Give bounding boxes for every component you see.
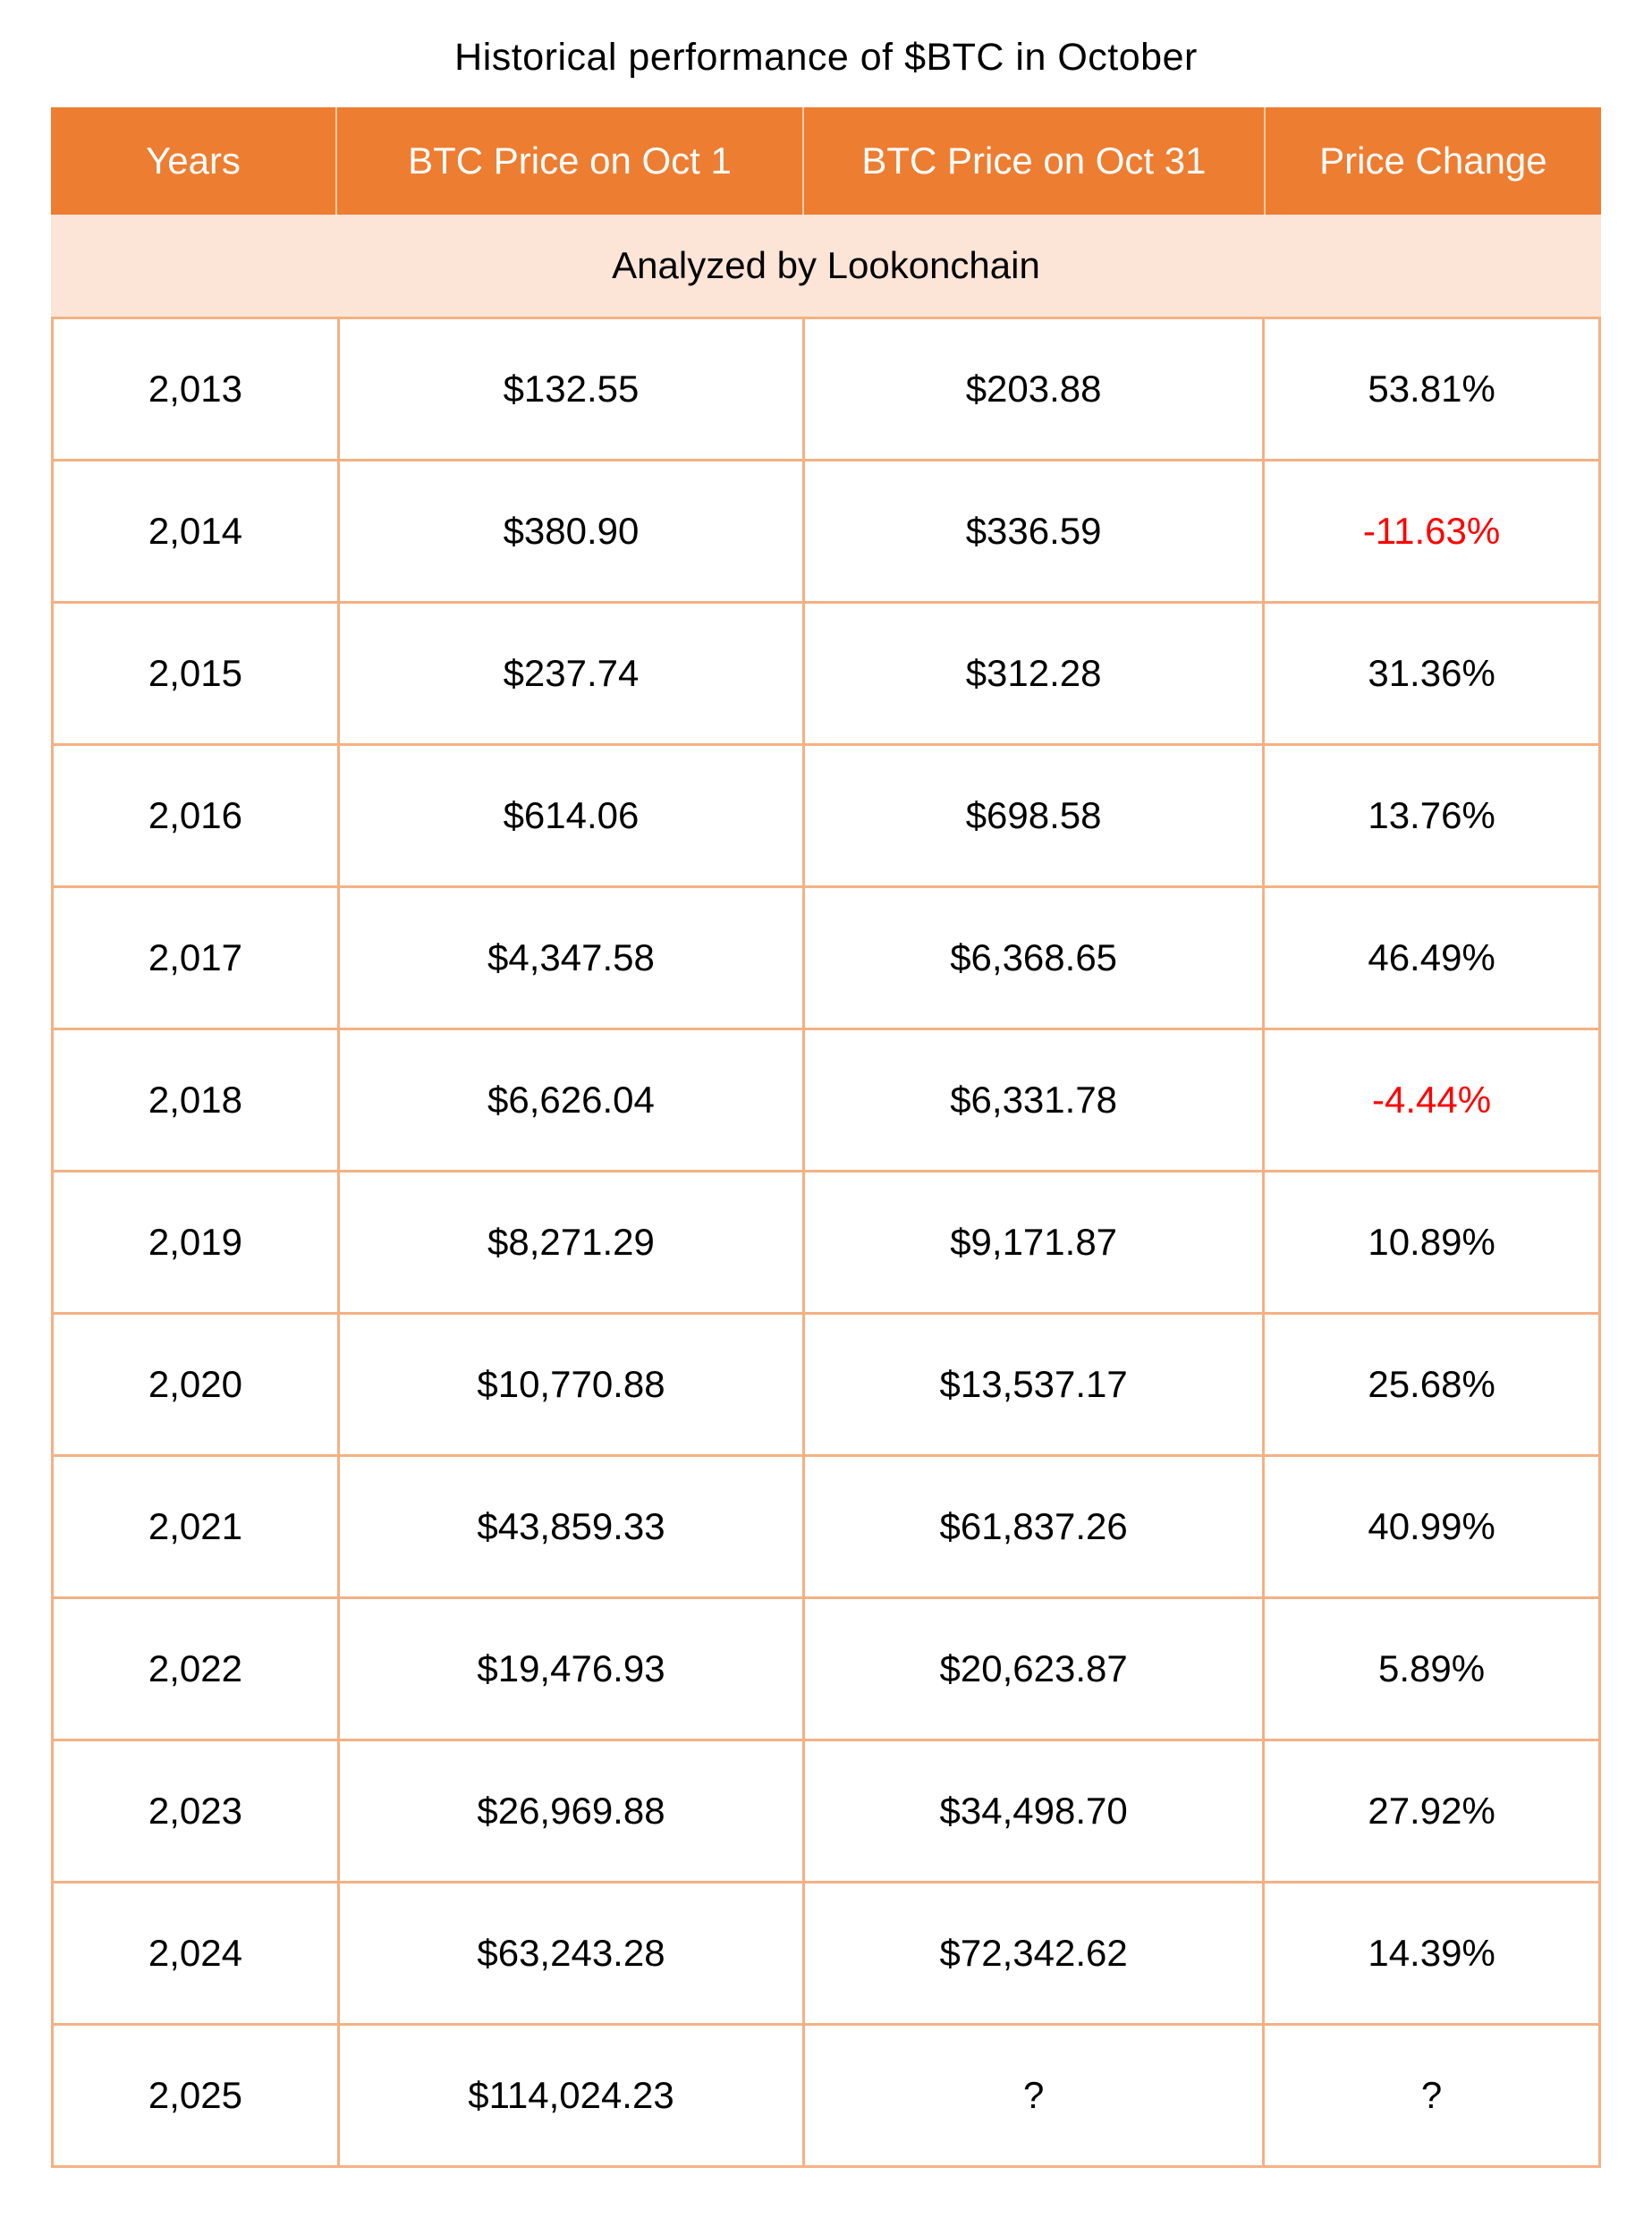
price-change-cell: 10.89% xyxy=(1262,1172,1598,1312)
oct31-price-cell: ? xyxy=(802,2026,1262,2165)
oct1-price-cell: $26,969.88 xyxy=(336,1741,802,1881)
analyzed-by-banner: Analyzed by Lookonchain xyxy=(51,215,1601,317)
price-change-cell: 46.49% xyxy=(1262,888,1598,1028)
table-row: 2,021 $43,859.33 $61,837.26 40.99% xyxy=(54,1457,1598,1599)
table-row: 2,013 $132.55 $203.88 53.81% xyxy=(54,319,1598,461)
oct1-price-cell: $114,024.23 xyxy=(336,2026,802,2165)
price-change-cell: 5.89% xyxy=(1262,1599,1598,1739)
price-change-cell: 27.92% xyxy=(1262,1741,1598,1881)
year-cell: 2,018 xyxy=(148,1079,242,1121)
header-cell-oct1-price: BTC Price on Oct 1 xyxy=(335,107,802,215)
year-cell: 2,021 xyxy=(148,1505,242,1547)
btc-performance-table: Years BTC Price on Oct 1 BTC Price on Oc… xyxy=(51,107,1601,2168)
table-row: 2,015 $237.74 $312.28 31.36% xyxy=(54,604,1598,746)
oct1-price-cell: $380.90 xyxy=(336,461,802,601)
oct31-price-cell: $13,537.17 xyxy=(802,1315,1262,1454)
oct31-price-cell: $72,342.62 xyxy=(802,1884,1262,2023)
year-cell: 2,020 xyxy=(148,1363,242,1405)
table-header-row: Years BTC Price on Oct 1 BTC Price on Oc… xyxy=(51,107,1601,215)
header-cell-oct31-price: BTC Price on Oct 31 xyxy=(801,107,1264,215)
header-cell-price-change: Price Change xyxy=(1263,107,1601,215)
price-change-cell: 13.76% xyxy=(1262,746,1598,885)
oct31-price-cell: $698.58 xyxy=(802,746,1262,885)
table-row: 2,019 $8,271.29 $9,171.87 10.89% xyxy=(54,1172,1598,1315)
oct1-price-cell: $4,347.58 xyxy=(336,888,802,1028)
year-cell: 2,013 xyxy=(148,368,242,410)
price-change-cell: 25.68% xyxy=(1262,1315,1598,1454)
price-change-cell: 53.81% xyxy=(1262,319,1598,459)
oct31-price-cell: $203.88 xyxy=(802,319,1262,459)
oct31-price-cell: $61,837.26 xyxy=(802,1457,1262,1596)
year-cell: 2,023 xyxy=(148,1790,242,1832)
oct1-price-cell: $132.55 xyxy=(336,319,802,459)
oct1-price-cell: $10,770.88 xyxy=(336,1315,802,1454)
year-cell: 2,016 xyxy=(148,794,242,836)
oct31-price-cell: $9,171.87 xyxy=(802,1172,1262,1312)
table-body: 2,013 $132.55 $203.88 53.81% 2,014 $380.… xyxy=(51,317,1601,2168)
table-row: 2,014 $380.90 $336.59 -11.63% xyxy=(54,461,1598,604)
oct1-price-cell: $43,859.33 xyxy=(336,1457,802,1596)
oct31-price-cell: $34,498.70 xyxy=(802,1741,1262,1881)
price-change-cell: 31.36% xyxy=(1262,604,1598,743)
oct1-price-cell: $8,271.29 xyxy=(336,1172,802,1312)
table-row: 2,017 $4,347.58 $6,368.65 46.49% xyxy=(54,888,1598,1030)
oct31-price-cell: $336.59 xyxy=(802,461,1262,601)
year-cell: 2,024 xyxy=(148,1932,242,1974)
oct1-price-cell: $237.74 xyxy=(336,604,802,743)
table-row: 2,016 $614.06 $698.58 13.76% xyxy=(54,746,1598,888)
year-cell: 2,025 xyxy=(148,2074,242,2116)
oct31-price-cell: $6,368.65 xyxy=(802,888,1262,1028)
table-row: 2,023 $26,969.88 $34,498.70 27.92% xyxy=(54,1741,1598,1884)
page-title: Historical performance of $BTC in Octobe… xyxy=(454,36,1198,79)
table-row: 2,022 $19,476.93 $20,623.87 5.89% xyxy=(54,1599,1598,1741)
oct31-price-cell: $6,331.78 xyxy=(802,1030,1262,1170)
year-cell: 2,017 xyxy=(148,936,242,978)
table-row: 2,020 $10,770.88 $13,537.17 25.68% xyxy=(54,1315,1598,1457)
oct1-price-cell: $19,476.93 xyxy=(336,1599,802,1739)
year-cell: 2,019 xyxy=(148,1221,242,1263)
oct31-price-cell: $312.28 xyxy=(802,604,1262,743)
oct1-price-cell: $614.06 xyxy=(336,746,802,885)
price-change-cell: 40.99% xyxy=(1262,1457,1598,1596)
price-change-cell: 14.39% xyxy=(1262,1884,1598,2023)
table-row: 2,024 $63,243.28 $72,342.62 14.39% xyxy=(54,1884,1598,2026)
price-change-cell: ? xyxy=(1262,2026,1598,2165)
year-cell: 2,015 xyxy=(148,652,242,694)
table-row: 2,025 $114,024.23 ? ? xyxy=(54,2026,1598,2168)
year-cell: 2,014 xyxy=(148,510,242,552)
oct1-price-cell: $6,626.04 xyxy=(336,1030,802,1170)
price-change-cell: -4.44% xyxy=(1262,1030,1598,1170)
table-row: 2,018 $6,626.04 $6,331.78 -4.44% xyxy=(54,1030,1598,1172)
oct31-price-cell: $20,623.87 xyxy=(802,1599,1262,1739)
year-cell: 2,022 xyxy=(148,1647,242,1689)
price-change-cell: -11.63% xyxy=(1262,461,1598,601)
header-cell-years: Years xyxy=(146,140,241,182)
oct1-price-cell: $63,243.28 xyxy=(336,1884,802,2023)
